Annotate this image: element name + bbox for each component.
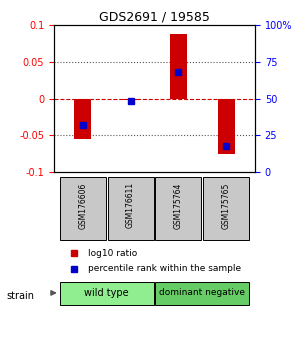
FancyBboxPatch shape bbox=[60, 281, 154, 305]
Text: percentile rank within the sample: percentile rank within the sample bbox=[88, 264, 241, 273]
FancyBboxPatch shape bbox=[60, 177, 106, 240]
Bar bbox=[122, 98, 139, 100]
Bar bbox=[218, 98, 235, 154]
Text: GSM176606: GSM176606 bbox=[78, 182, 87, 229]
Bar bbox=[170, 34, 187, 98]
Text: wild type: wild type bbox=[84, 288, 129, 298]
Text: GSM175765: GSM175765 bbox=[222, 182, 231, 229]
Text: strain: strain bbox=[6, 291, 34, 301]
Text: GSM176611: GSM176611 bbox=[126, 182, 135, 228]
Bar bbox=[74, 98, 91, 139]
FancyBboxPatch shape bbox=[155, 281, 249, 305]
FancyBboxPatch shape bbox=[155, 177, 201, 240]
FancyBboxPatch shape bbox=[203, 177, 249, 240]
Text: log10 ratio: log10 ratio bbox=[88, 249, 137, 258]
Text: GSM175764: GSM175764 bbox=[174, 182, 183, 229]
Title: GDS2691 / 19585: GDS2691 / 19585 bbox=[99, 11, 210, 24]
FancyBboxPatch shape bbox=[108, 177, 154, 240]
Text: dominant negative: dominant negative bbox=[159, 289, 245, 297]
